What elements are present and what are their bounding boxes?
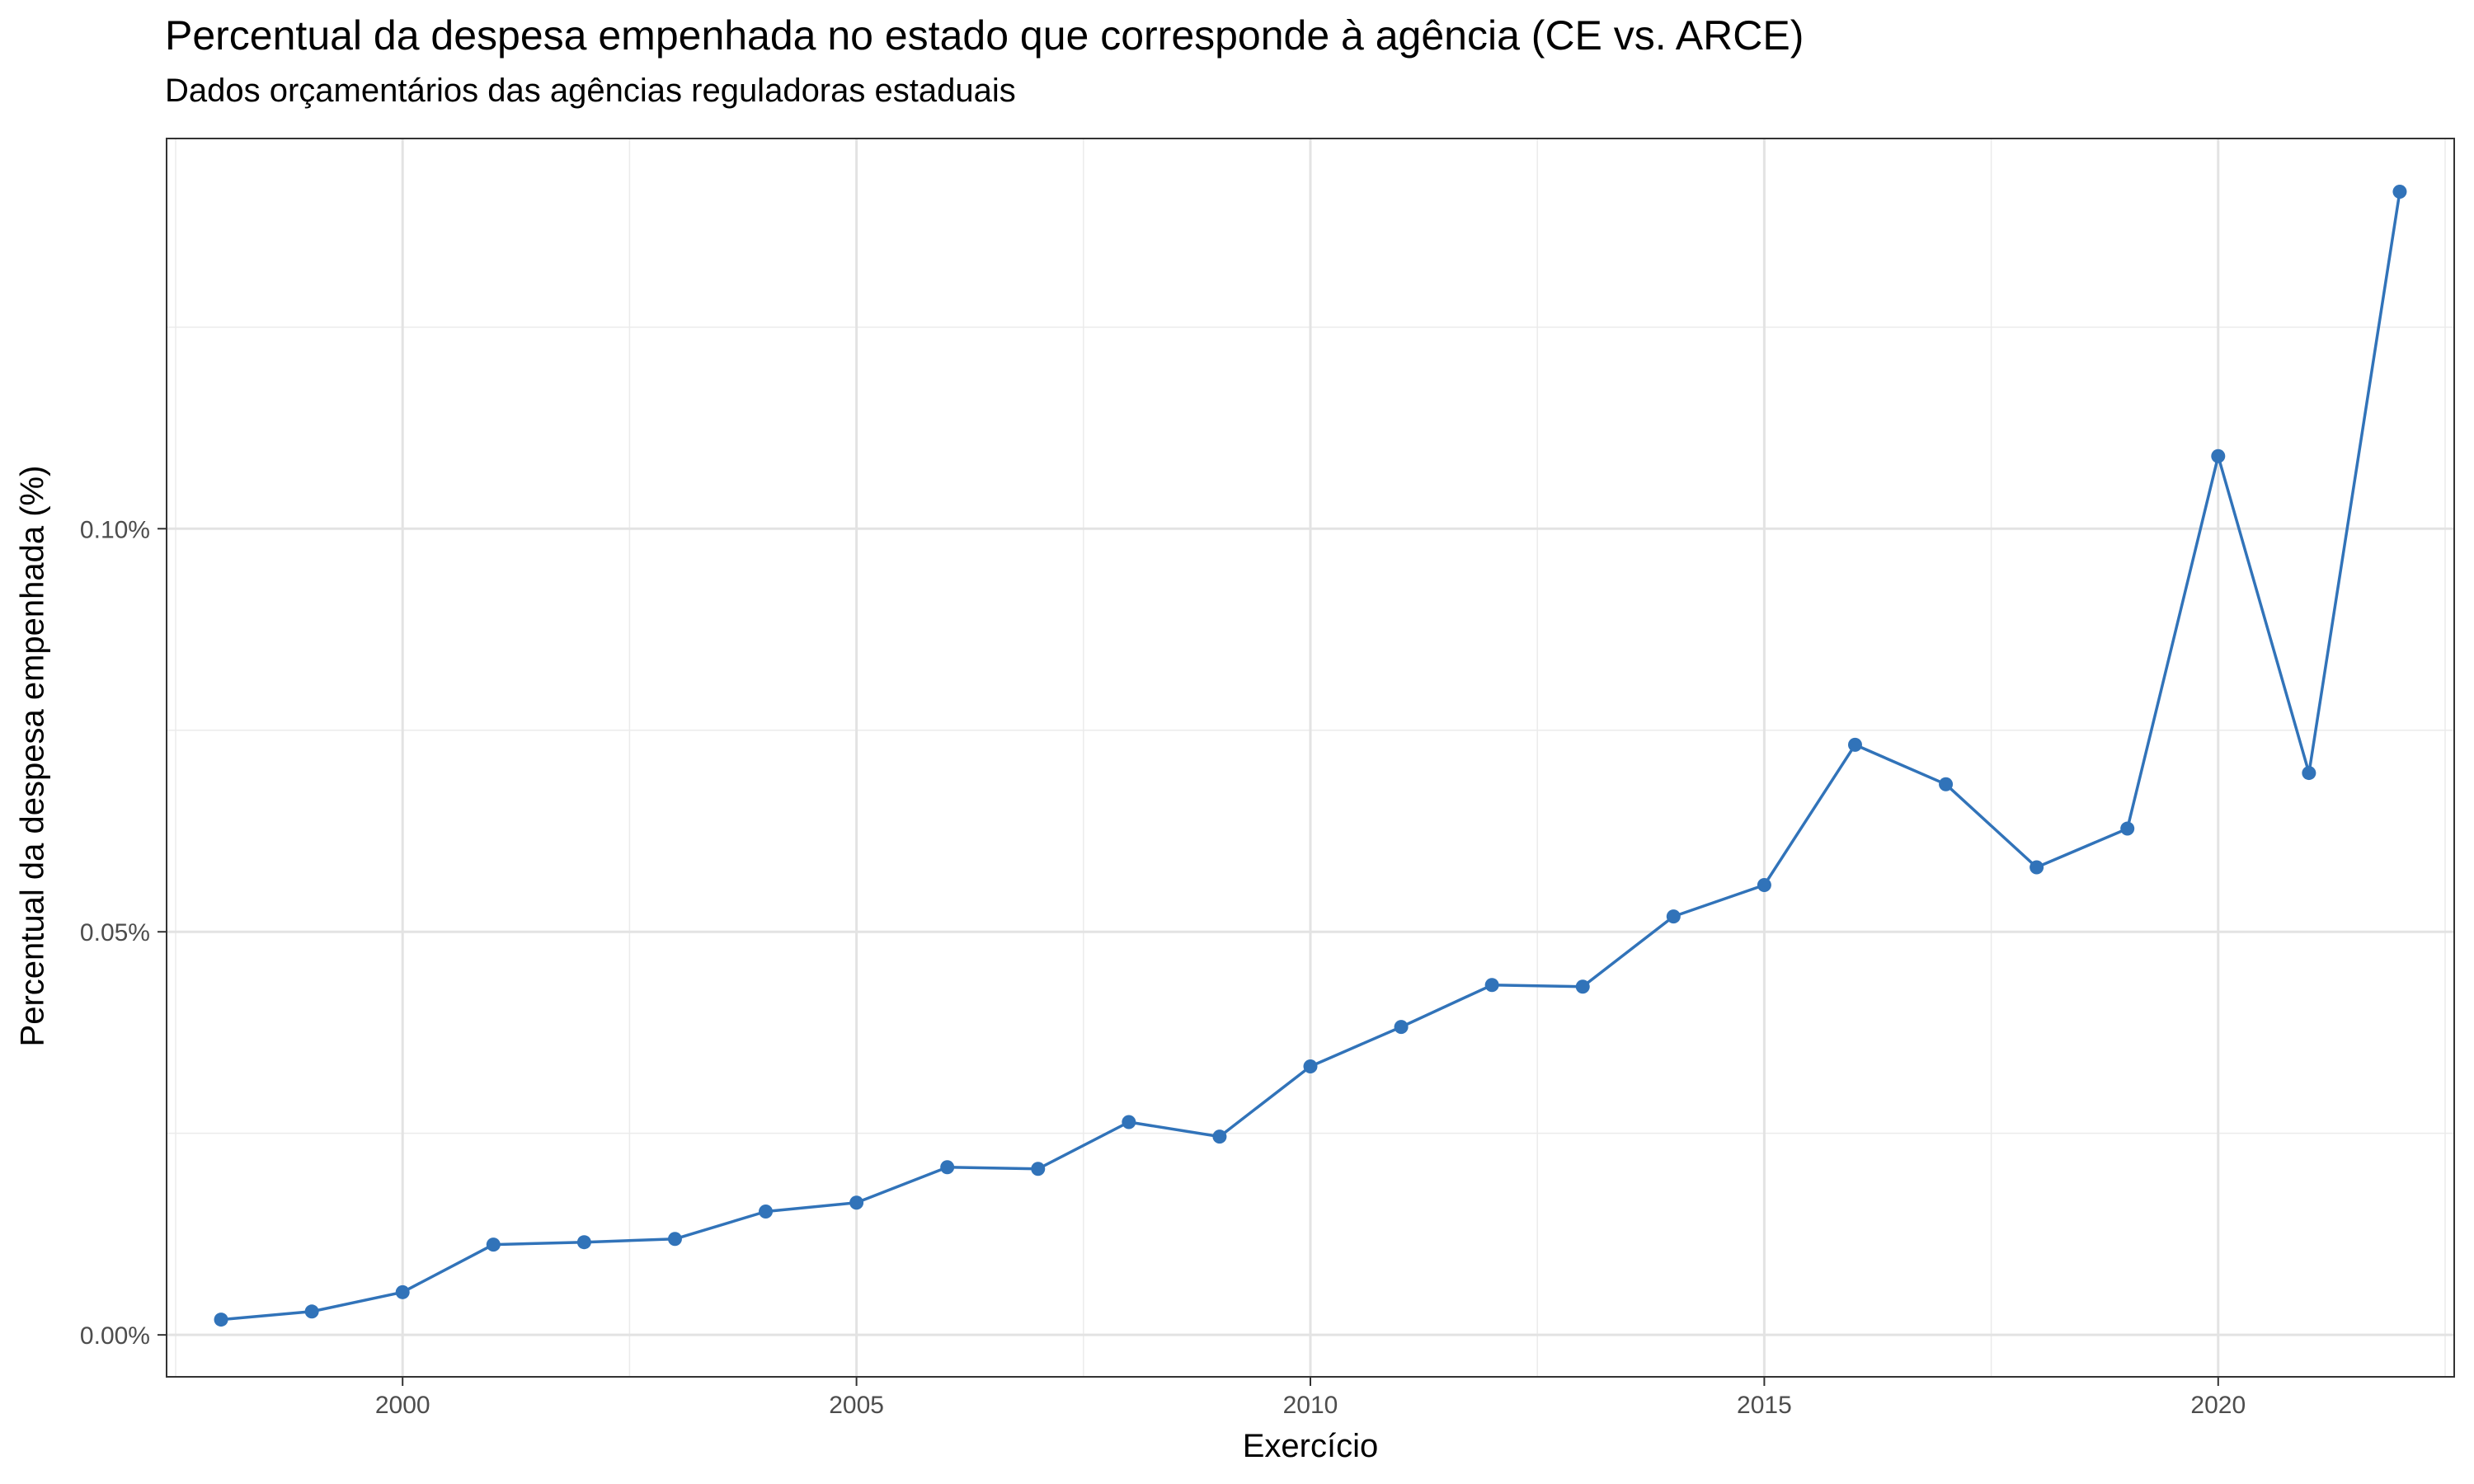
chart-title: Percentual da despesa empenhada no estad… bbox=[165, 12, 1804, 59]
y-tick-label: 0.00% bbox=[80, 1322, 150, 1350]
x-tick-label: 2010 bbox=[1283, 1392, 1338, 1419]
x-axis-label: Exercício bbox=[1242, 1428, 1379, 1464]
data-point bbox=[849, 1195, 864, 1210]
data-point bbox=[1666, 909, 1681, 924]
x-tick-label: 2005 bbox=[829, 1392, 884, 1419]
data-series bbox=[214, 185, 2407, 1327]
data-point bbox=[2030, 860, 2044, 875]
data-point bbox=[576, 1235, 591, 1250]
data-point bbox=[304, 1304, 319, 1319]
data-point bbox=[1122, 1115, 1136, 1129]
data-point bbox=[2302, 766, 2316, 781]
data-point bbox=[1394, 1020, 1409, 1035]
data-point bbox=[1757, 878, 1771, 893]
y-axis: 0.00% 0.05% 0.10% bbox=[80, 516, 167, 1350]
data-point bbox=[1212, 1129, 1227, 1144]
data-point bbox=[395, 1284, 410, 1299]
data-point bbox=[1031, 1162, 1046, 1176]
data-point bbox=[1575, 979, 1590, 994]
data-point bbox=[214, 1313, 228, 1327]
data-point bbox=[486, 1237, 501, 1252]
data-point bbox=[940, 1160, 955, 1175]
x-tick-label: 2000 bbox=[375, 1392, 430, 1419]
data-point bbox=[667, 1232, 682, 1247]
chart-subtitle: Dados orçamentários das agências regulad… bbox=[165, 73, 1016, 109]
data-point bbox=[2120, 821, 2135, 836]
data-point bbox=[1484, 978, 1499, 993]
data-point bbox=[1939, 777, 1954, 791]
data-point bbox=[759, 1205, 774, 1219]
x-tick-label: 2015 bbox=[1737, 1392, 1792, 1419]
x-axis: 2000 2005 2010 2015 2020 bbox=[375, 1377, 2246, 1419]
data-point bbox=[2392, 185, 2407, 200]
data-point bbox=[2211, 448, 2226, 463]
data-point bbox=[1847, 737, 1862, 752]
y-tick-label: 0.10% bbox=[80, 516, 150, 543]
major-gridlines bbox=[167, 139, 2454, 1377]
data-point bbox=[1303, 1059, 1318, 1074]
x-tick-label: 2020 bbox=[2190, 1392, 2246, 1419]
y-tick-label: 0.05% bbox=[80, 919, 150, 946]
